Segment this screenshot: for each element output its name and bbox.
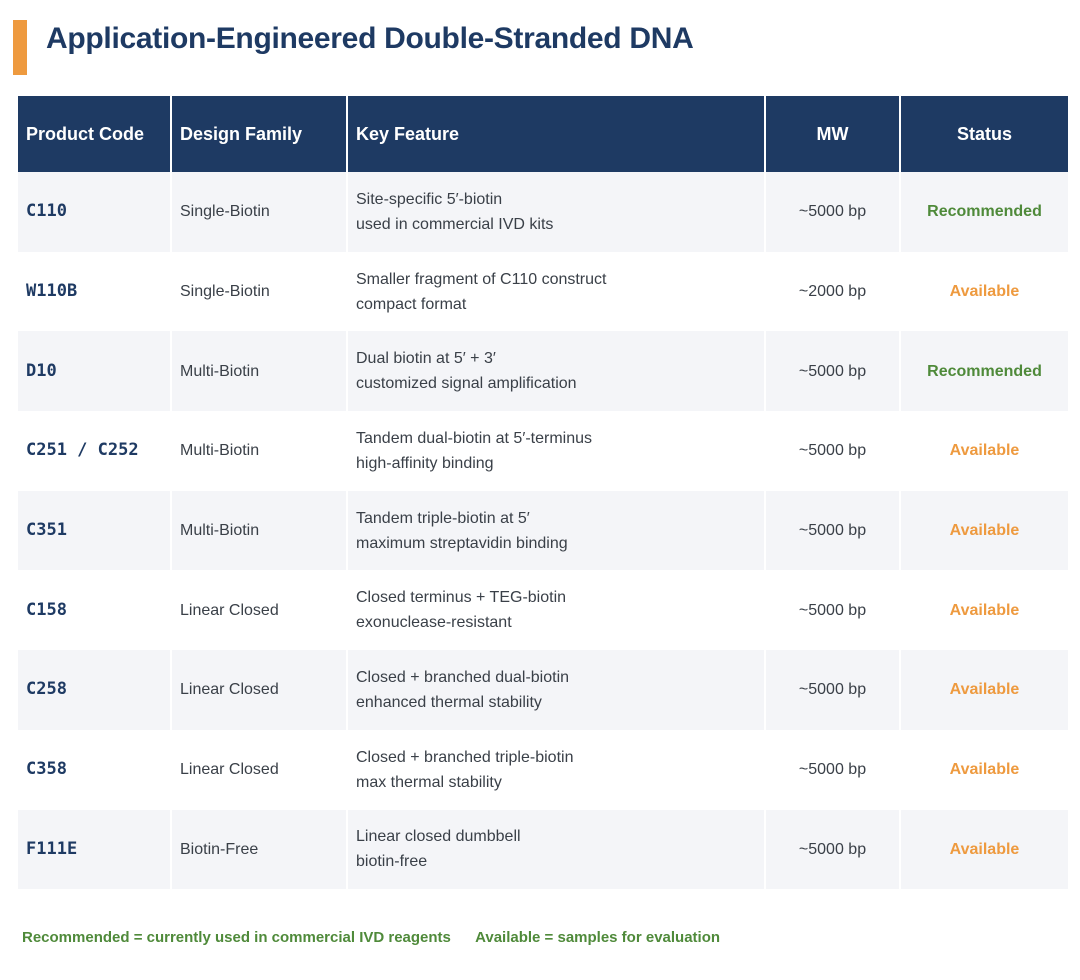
product-code: D10 — [18, 331, 171, 412]
legend-recommended: Recommended = currently used in commerci… — [22, 929, 451, 946]
design-family: Biotin-Free — [170, 809, 347, 890]
status-badge: Recommended — [899, 172, 1068, 252]
page-title: Application-Engineered Double-Stranded D… — [46, 22, 694, 55]
key-feature-line-2: used in commercial IVD kits — [356, 215, 554, 233]
molecular-weight: ~5000 bp — [764, 411, 900, 491]
key-feature: Closed + branched dual-biotin enhanced th… — [346, 650, 765, 730]
molecular-weight: ~5000 bp — [764, 331, 900, 412]
table-row: C258 Linear Closed Closed + branched dual-… — [18, 650, 1068, 730]
table-body: C110 Single-Biotin Site-specific 5′-biotin… — [18, 172, 1068, 890]
product-code: C110 — [18, 172, 171, 252]
legend-available: Available = samples for evaluation — [475, 929, 721, 946]
header-status: Status — [899, 96, 1068, 172]
key-feature-line-1: Dual biotin at 5′ + 3′ — [356, 350, 496, 368]
table-row: D10 Multi-Biotin Dual biotin at 5′ + 3′ cus… — [18, 331, 1068, 412]
key-feature: Smaller fragment of C110 construct compac… — [346, 251, 765, 332]
molecular-weight: ~5000 bp — [764, 809, 900, 890]
design-family: Single-Biotin — [170, 172, 347, 252]
key-feature-line-2: customized signal amplification — [356, 375, 577, 393]
molecular-weight: ~2000 bp — [764, 251, 900, 332]
design-family: Multi-Biotin — [170, 490, 347, 571]
key-feature-line-2: exonuclease-resistant — [356, 614, 512, 632]
key-feature-line-2: max thermal stability — [356, 773, 502, 791]
key-feature-line-2: enhanced thermal stability — [356, 693, 542, 711]
table-header: Product Code Design Family Key Feature M… — [18, 96, 1068, 172]
molecular-weight: ~5000 bp — [764, 490, 900, 571]
product-code: W110B — [18, 251, 171, 332]
key-feature: Linear closed dumbbell biotin-free — [346, 809, 765, 890]
product-code: C251 / C252 — [18, 411, 171, 491]
status-badge: Available — [899, 729, 1068, 810]
product-code: C258 — [18, 650, 171, 730]
title-accent-bar — [13, 20, 27, 75]
key-feature: Tandem dual-biotin at 5′-terminus high-af… — [346, 411, 765, 491]
table-row: W110B Single-Biotin Smaller fragment of C1… — [18, 251, 1068, 332]
design-family: Linear Closed — [170, 729, 347, 810]
key-feature-line-2: biotin-free — [356, 853, 428, 871]
key-feature-line-1: Closed terminus + TEG-biotin — [356, 589, 567, 607]
design-family: Multi-Biotin — [170, 411, 347, 491]
key-feature: Tandem triple-biotin at 5′ maximum strept… — [346, 490, 765, 571]
key-feature-line-1: Linear closed dumbbell — [356, 828, 521, 846]
key-feature-line-2: high-affinity binding — [356, 454, 494, 472]
key-feature-line-1: Site-specific 5′-biotin — [356, 190, 503, 208]
key-feature-line-1: Smaller fragment of C110 construct — [356, 270, 607, 288]
header-product-code: Product Code — [18, 96, 171, 172]
key-feature-line-1: Closed + branched triple-biotin — [356, 748, 574, 766]
key-feature: Closed + branched triple-biotin max therm… — [346, 729, 765, 810]
header-design-family: Design Family — [170, 96, 347, 172]
key-feature-line-1: Tandem dual-biotin at 5′-terminus — [356, 429, 593, 447]
molecular-weight: ~5000 bp — [764, 650, 900, 730]
key-feature-line-2: maximum streptavidin binding — [356, 534, 568, 552]
key-feature: Site-specific 5′-biotin used in commercia… — [346, 172, 765, 252]
molecular-weight: ~5000 bp — [764, 570, 900, 651]
status-badge: Recommended — [899, 331, 1068, 412]
design-family: Linear Closed — [170, 570, 347, 651]
table-row: C251 / C252 Multi-Biotin Tandem dual-bioti… — [18, 411, 1068, 491]
product-table: Product Code Design Family Key Feature M… — [18, 96, 1068, 890]
table-row: F111E Biotin-Free Linear closed dumbbell bi… — [18, 809, 1068, 890]
table-row: C110 Single-Biotin Site-specific 5′-biotin… — [18, 172, 1068, 252]
design-family: Multi-Biotin — [170, 331, 347, 412]
key-feature-line-2: compact format — [356, 295, 467, 313]
header-row: Product Code Design Family Key Feature M… — [18, 96, 1068, 172]
status-badge: Available — [899, 490, 1068, 571]
header-key-feature: Key Feature — [346, 96, 765, 172]
design-family: Linear Closed — [170, 650, 347, 730]
product-code: F111E — [18, 809, 171, 890]
product-code: C158 — [18, 570, 171, 651]
key-feature-line-1: Tandem triple-biotin at 5′ — [356, 509, 530, 527]
design-family: Single-Biotin — [170, 251, 347, 332]
status-badge: Available — [899, 570, 1068, 651]
key-feature-line-1: Closed + branched dual-biotin — [356, 668, 570, 686]
molecular-weight: ~5000 bp — [764, 172, 900, 252]
table-row: C358 Linear Closed Closed + branched tripl… — [18, 729, 1068, 810]
key-feature: Dual biotin at 5′ + 3′ customized signal … — [346, 331, 765, 412]
status-badge: Available — [899, 411, 1068, 491]
table-row: C158 Linear Closed Closed terminus + TEG-b… — [18, 570, 1068, 651]
product-code: C351 — [18, 490, 171, 571]
product-code: C358 — [18, 729, 171, 810]
status-badge: Available — [899, 809, 1068, 890]
molecular-weight: ~5000 bp — [764, 729, 900, 810]
legend-footer: Recommended = currently used in commerci… — [22, 929, 720, 946]
status-badge: Available — [899, 650, 1068, 730]
table-row: C351 Multi-Biotin Tandem triple-biotin at … — [18, 490, 1068, 571]
key-feature: Closed terminus + TEG-biotin exonuclease-… — [346, 570, 765, 651]
status-badge: Available — [899, 251, 1068, 332]
header-mw: MW — [764, 96, 900, 172]
